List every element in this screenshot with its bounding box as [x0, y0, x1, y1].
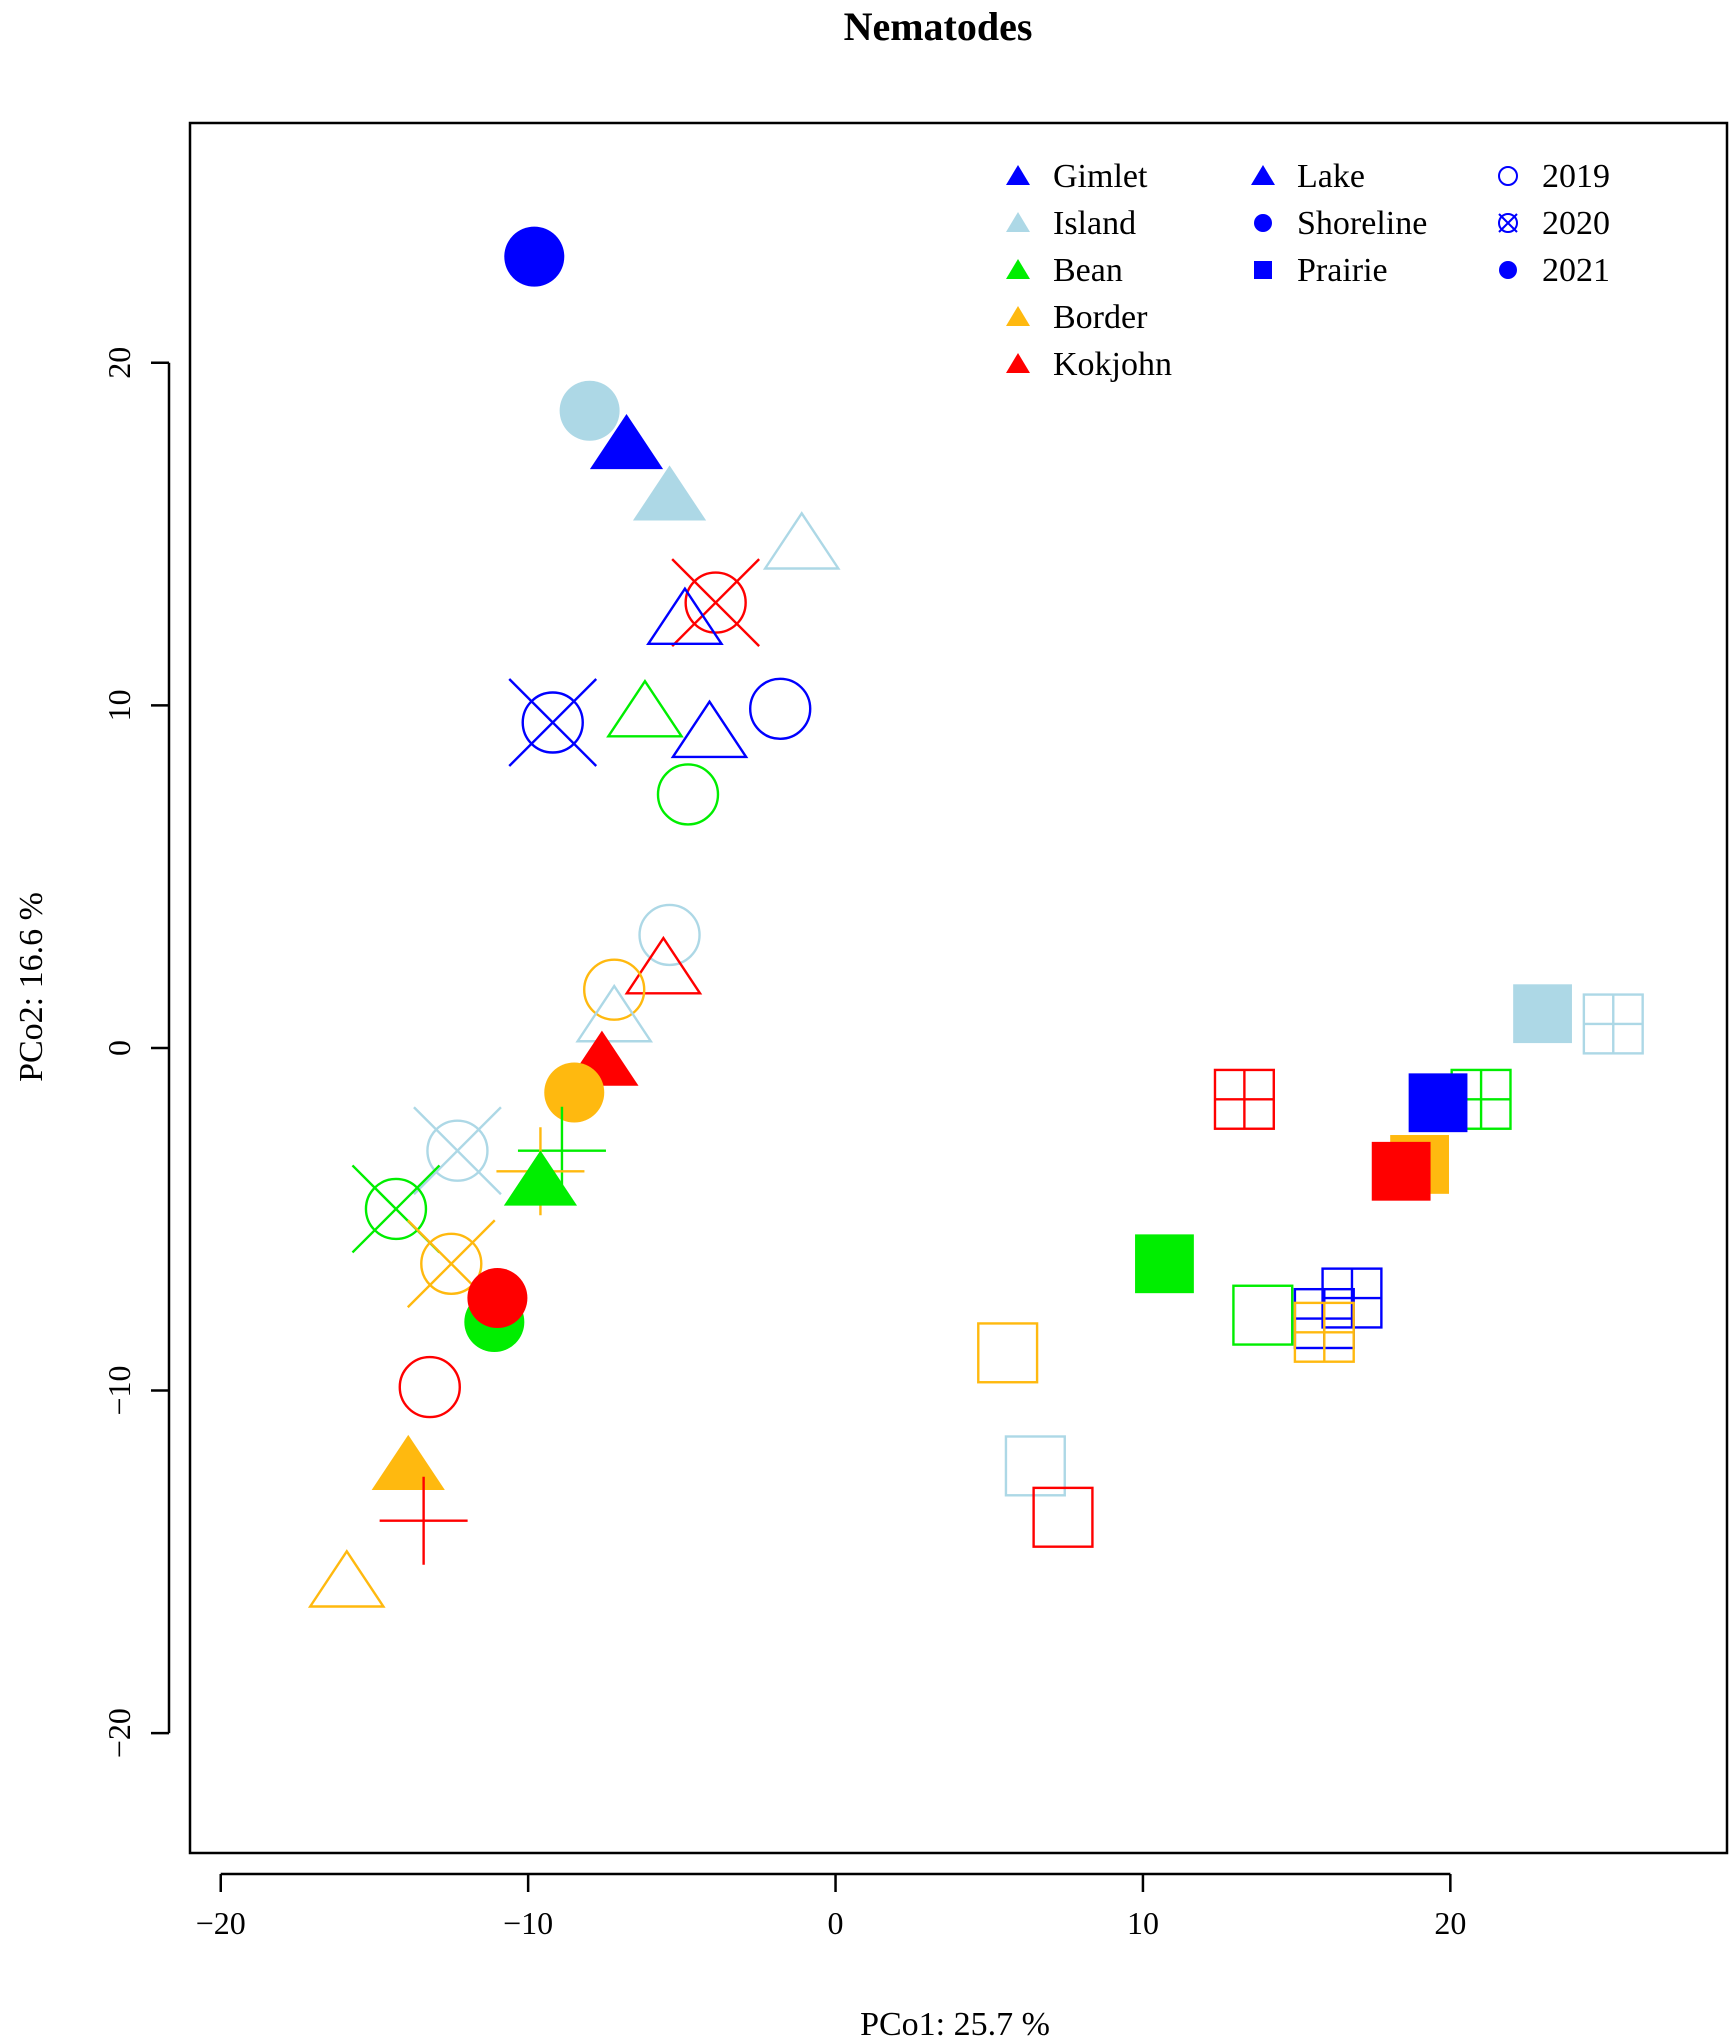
data-point — [1032, 1486, 1094, 1548]
data-point — [1408, 1073, 1468, 1133]
data-point — [646, 586, 724, 646]
legend-year-label: 2020 — [1542, 205, 1610, 242]
legend-site-label: Gimlet — [1053, 158, 1148, 195]
x-tick-label: 0 — [828, 1905, 844, 1941]
data-point — [1321, 1267, 1383, 1329]
x-axis-label: PCo1: 25.7 % — [860, 2006, 1050, 2043]
data-point — [508, 678, 598, 767]
legend-site-symbol — [1006, 212, 1030, 232]
data-point — [632, 465, 707, 521]
data-point — [503, 1150, 578, 1206]
legend-lake-symbol — [1251, 165, 1275, 185]
x-tick-label: 10 — [1127, 1905, 1159, 1941]
x-tick-label: 20 — [1434, 1905, 1466, 1941]
data-point — [1232, 1284, 1294, 1346]
legend-site-label: Island — [1053, 205, 1136, 242]
data-point — [413, 1106, 502, 1196]
legend-site-label: Kokjohn — [1053, 346, 1172, 383]
x-axis: −20 −10 0 10 20 — [196, 1872, 1466, 1941]
data-point — [583, 958, 646, 1021]
data-point — [307, 1549, 386, 1608]
legend-2020-symbol — [1498, 213, 1518, 233]
legend-site-symbol — [1006, 259, 1030, 279]
data-point — [379, 1476, 468, 1565]
x-tick-label: −10 — [503, 1905, 553, 1941]
legend-prairie-symbol — [1254, 261, 1272, 279]
data-point — [559, 380, 620, 441]
legend-site-label: Border — [1053, 299, 1148, 336]
data-point — [517, 1106, 606, 1195]
data-point — [544, 1062, 605, 1123]
data-point — [749, 677, 812, 741]
data-point — [1582, 993, 1644, 1055]
y-axis-label: PCo2: 16.6 % — [13, 892, 50, 1082]
data-point — [1513, 984, 1572, 1044]
legend-site-label: Bean — [1053, 252, 1123, 289]
data-points — [307, 226, 1644, 1608]
data-point — [467, 1268, 528, 1329]
data-point — [589, 413, 664, 470]
legend-habitat-label: Lake — [1297, 158, 1365, 195]
legend-site-symbol — [1006, 353, 1030, 373]
y-tick-label: 20 — [101, 347, 137, 379]
y-tick-label: −10 — [101, 1366, 137, 1416]
y-tick-label: 10 — [101, 689, 137, 721]
data-point — [638, 903, 701, 967]
legend-site-symbol — [1006, 306, 1030, 326]
legend-year-label: 2019 — [1542, 158, 1610, 195]
y-tick-label: −20 — [101, 1708, 137, 1758]
legend-2019-symbol — [1498, 166, 1518, 186]
data-point — [398, 1355, 461, 1419]
legend-habitat-label: Shoreline — [1297, 205, 1427, 242]
legend-shoreline-symbol — [1254, 214, 1272, 232]
y-tick-label: 0 — [101, 1040, 137, 1056]
data-point — [670, 699, 749, 759]
data-point — [1213, 1068, 1275, 1130]
data-point — [671, 558, 761, 647]
data-point — [624, 935, 703, 995]
data-point — [656, 763, 720, 826]
data-point — [606, 678, 684, 738]
legend-site-symbol — [1006, 165, 1030, 185]
y-axis: −20 −10 0 10 20 — [101, 347, 171, 1758]
legend-year-label: 2021 — [1542, 252, 1610, 289]
legend: Gimlet Island Bean Border Kokjohn Lake Shoreli… — [1006, 158, 1610, 383]
data-point — [575, 983, 654, 1043]
data-point — [762, 511, 841, 570]
x-tick-label: −20 — [196, 1905, 246, 1941]
chart-title: Nematodes — [844, 4, 1033, 49]
legend-2021-symbol — [1499, 261, 1517, 279]
legend-habitat-label: Prairie — [1297, 252, 1388, 289]
data-point — [1293, 1301, 1355, 1363]
data-point — [1135, 1234, 1194, 1294]
plot-frame — [188, 121, 1729, 1855]
data-point — [371, 1434, 445, 1491]
data-point — [977, 1322, 1039, 1384]
data-point — [504, 226, 565, 287]
data-point — [1004, 1435, 1066, 1497]
data-point — [1371, 1141, 1431, 1201]
